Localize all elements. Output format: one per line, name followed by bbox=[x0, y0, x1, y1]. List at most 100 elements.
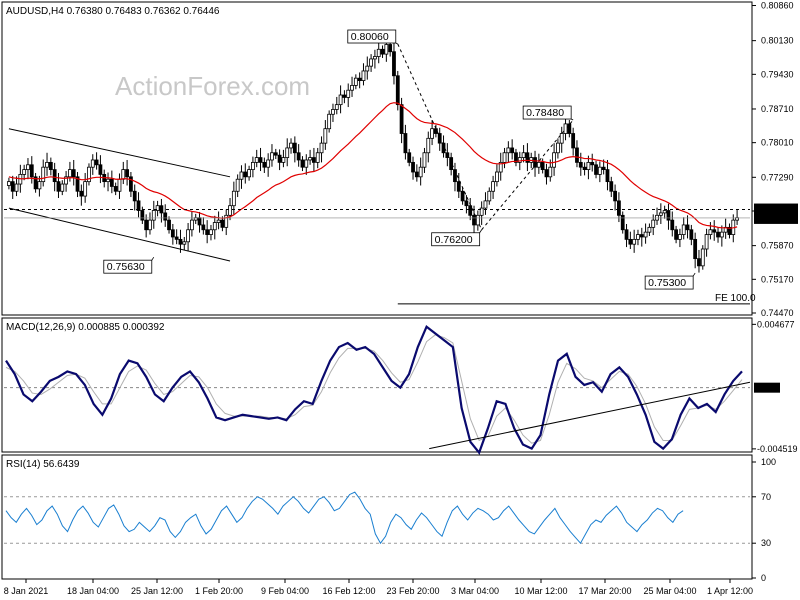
candle-body bbox=[678, 234, 682, 240]
candle-body bbox=[624, 229, 629, 240]
candle-body bbox=[407, 152, 412, 163]
callout-label: 0.78480 bbox=[526, 107, 564, 119]
candle-body bbox=[464, 200, 469, 207]
candle-body bbox=[700, 248, 705, 267]
candle-body bbox=[437, 133, 442, 144]
candle-body bbox=[312, 157, 316, 163]
candle-body bbox=[693, 238, 698, 260]
candle-body bbox=[327, 113, 332, 130]
channel-line bbox=[8, 207, 231, 262]
callout-leader bbox=[692, 272, 696, 277]
price-plot: 0.75630 0.80060 0.76200 0.78480 0.75300 bbox=[4, 29, 750, 305]
candle-body bbox=[224, 214, 229, 228]
candle-body bbox=[422, 152, 427, 168]
candle-body bbox=[254, 157, 259, 163]
candle-body bbox=[178, 238, 183, 245]
x-tick-label: 18 Jan 04:00 bbox=[67, 586, 119, 596]
callout-box bbox=[431, 232, 481, 247]
rsi-y-tick-label: 0 bbox=[761, 573, 766, 583]
candle-body bbox=[689, 229, 694, 240]
candle-body bbox=[83, 181, 88, 197]
price-y-axis: 0.80860 0.80130 0.79430 0.78710 0.78010 0.772… bbox=[752, 1, 798, 318]
candle-body bbox=[487, 190, 492, 202]
macd-y-axis: 0.004677 -0.004519 0.00 bbox=[752, 319, 798, 454]
candle-body bbox=[231, 190, 236, 207]
candle-body bbox=[456, 181, 461, 192]
candle-body bbox=[273, 152, 278, 156]
x-axis: 8 Jan 2021 18 Jan 04:00 25 Jan 12:00 1 Feb … bbox=[4, 579, 753, 596]
candle-body bbox=[727, 226, 732, 235]
fe-label: FE 100.0 bbox=[715, 293, 756, 304]
candle-body bbox=[258, 157, 263, 163]
candle-body bbox=[460, 190, 465, 202]
candle-body bbox=[7, 181, 11, 186]
candle-body bbox=[403, 133, 408, 154]
macd-line bbox=[5, 325, 743, 455]
candle-body bbox=[304, 159, 309, 168]
candle-body bbox=[609, 181, 614, 192]
candle-body bbox=[75, 176, 80, 192]
candle-body bbox=[430, 128, 434, 139]
candle-body bbox=[209, 229, 213, 235]
callout-leader bbox=[395, 42, 398, 45]
callout-leader bbox=[151, 256, 155, 261]
candle-body bbox=[525, 152, 530, 163]
candle-body bbox=[136, 200, 141, 211]
macd-zero-label: 0.00 bbox=[757, 383, 775, 393]
candle-body bbox=[270, 152, 274, 161]
candle-body bbox=[578, 161, 583, 168]
candle-body bbox=[350, 84, 354, 91]
candle-body bbox=[453, 169, 457, 183]
candle-body bbox=[48, 161, 53, 171]
callout-leader bbox=[479, 229, 482, 233]
candle-body bbox=[60, 183, 65, 192]
candle-body bbox=[22, 169, 27, 175]
candle-body bbox=[331, 109, 335, 115]
callout-box bbox=[522, 105, 572, 120]
candle-body bbox=[399, 104, 404, 134]
callout-label: 0.75300 bbox=[648, 277, 686, 289]
candle-body bbox=[548, 166, 553, 178]
price-y-tick-label: 0.75870 bbox=[761, 241, 794, 251]
current-price-label: 0.76446 bbox=[757, 214, 790, 224]
candle-body bbox=[632, 238, 637, 245]
candle-body bbox=[37, 181, 42, 190]
rsi-line bbox=[5, 491, 684, 545]
candle-body bbox=[94, 159, 99, 166]
candle-body bbox=[449, 157, 454, 171]
candle-body bbox=[205, 229, 210, 235]
candle-body bbox=[388, 44, 393, 53]
candle-body bbox=[445, 152, 450, 158]
candle-body bbox=[544, 169, 549, 178]
candle-body bbox=[308, 157, 312, 161]
candle-body bbox=[247, 169, 251, 178]
candle-body bbox=[658, 212, 663, 216]
candle-body bbox=[582, 166, 587, 171]
candle-body bbox=[300, 159, 305, 168]
candle-body bbox=[281, 157, 286, 163]
candle-body bbox=[697, 258, 701, 267]
candle-body bbox=[384, 44, 389, 55]
candle-body bbox=[170, 229, 175, 238]
candle-body bbox=[151, 210, 156, 221]
candle-body bbox=[392, 51, 396, 77]
price-y-tick-label: 0.74470 bbox=[761, 308, 794, 318]
candle-body bbox=[620, 214, 625, 231]
candle-body bbox=[197, 217, 202, 226]
candle-body bbox=[285, 147, 290, 158]
x-tick-label: 1 Feb 20:00 bbox=[195, 586, 243, 596]
candle-body bbox=[235, 178, 240, 192]
candle-body bbox=[41, 166, 46, 183]
candle-body bbox=[26, 164, 30, 171]
candle-body bbox=[617, 200, 621, 216]
candle-body bbox=[338, 94, 343, 106]
candle-body bbox=[262, 161, 267, 168]
candle-body bbox=[121, 169, 126, 180]
candle-body bbox=[365, 65, 370, 72]
candle-body bbox=[563, 123, 568, 134]
candle-body bbox=[662, 210, 667, 214]
x-tick-label: 10 Mar 12:00 bbox=[514, 586, 567, 596]
candle-body bbox=[605, 169, 610, 183]
candle-body bbox=[228, 205, 232, 216]
candle-body bbox=[434, 128, 438, 134]
